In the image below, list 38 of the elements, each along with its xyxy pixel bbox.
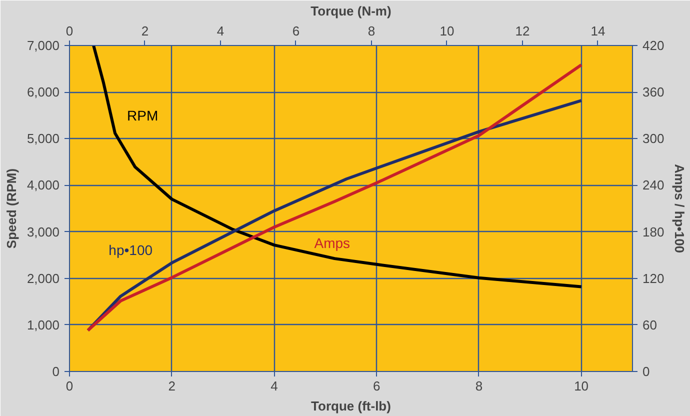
y-tick-label: 3,000 [26,224,60,240]
x2-tick-label: 4 [216,24,224,38]
x-tick-label: 0 [66,378,74,394]
x2-tick-label: 14 [590,24,606,38]
y2-tick-label: 420 [642,38,664,53]
y-tick-label: 7,000 [26,38,60,53]
x-tick-label: 2 [168,378,176,394]
y-tick-label: 1,000 [26,317,60,332]
y2-axis-title: Amps / hp•100 [672,164,688,254]
y-tick-label: 0 [52,364,60,379]
x2-tick-label: 10 [440,24,454,38]
x2-tick-label: 2 [141,24,149,38]
x2-tick-label: 12 [515,24,530,38]
y2-tick-label: 0 [642,364,650,379]
line-series [92,46,583,288]
series-label: RPM [127,107,158,124]
y-tick-label: 6,000 [26,84,60,100]
series-label: Amps [314,235,350,252]
y-tick-label: 4,000 [26,178,60,193]
y2-tick-label: 180 [642,224,664,240]
x2-tick-label: 8 [368,24,376,38]
x2-tick-label: 6 [292,24,300,38]
x2-tick-label: 0 [66,24,74,38]
y2-tick-label: 300 [642,131,664,146]
y2-tick-label: 60 [642,317,657,332]
x-tick-label: 8 [475,378,483,394]
x-tick-label: 4 [270,378,278,394]
x2-axis-title: Torque (N-m) [310,4,392,18]
series-label: hp•100 [108,242,153,258]
x-axis-title: Torque (ft-lb) [311,398,391,414]
y-axis-title: Speed (RPM) [4,168,19,249]
y2-tick-label: 240 [642,178,664,193]
y2-tick-label: 120 [642,270,664,286]
y-tick-label: 5,000 [26,131,60,146]
x-tick-label: 6 [372,378,380,394]
x-tick-label: 10 [574,378,589,394]
y-tick-label: 2,000 [26,270,60,286]
y2-tick-label: 360 [642,84,664,100]
